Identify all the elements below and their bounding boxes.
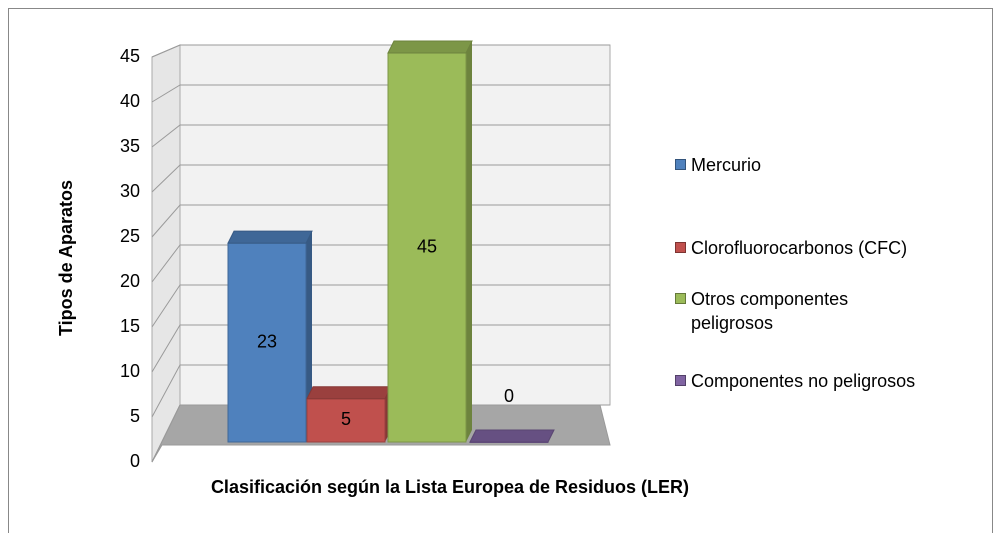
legend-label: Clorofluorocarbonos (CFC) — [691, 238, 908, 258]
y-tick-label: 0 — [130, 451, 140, 471]
y-tick-label: 35 — [120, 136, 140, 156]
legend-item: Clorofluorocarbonos (CFC) — [675, 236, 925, 260]
side-wall — [151, 44, 181, 463]
y-tick-label: 40 — [120, 91, 140, 111]
bar-side — [306, 231, 312, 442]
legend-item: Componentes no peligrosos — [675, 369, 925, 393]
y-tick-label: 15 — [120, 316, 140, 336]
bar-side — [466, 41, 472, 442]
legend-swatch — [675, 375, 686, 386]
legend-item: Otros componentes peligrosos — [675, 287, 925, 335]
bar-top — [387, 40, 473, 54]
y-tick-label: 45 — [120, 46, 140, 66]
y-axis-title: Tipos de Aparatos — [56, 180, 76, 336]
data-label: 0 — [504, 386, 514, 406]
bar — [469, 429, 555, 443]
y-tick-label: 10 — [120, 361, 140, 381]
bar-top — [469, 429, 555, 443]
data-label: 5 — [341, 409, 351, 429]
legend-swatch — [675, 242, 686, 253]
legend-swatch — [675, 159, 686, 170]
legend-item: Mercurio — [675, 153, 925, 177]
legend-label: Mercurio — [691, 155, 762, 175]
bar-top — [227, 230, 313, 244]
bar — [227, 230, 313, 443]
bar-front — [387, 52, 467, 443]
y-tick-label: 5 — [130, 406, 140, 426]
bar-front — [306, 398, 386, 443]
bars — [227, 40, 555, 443]
y-tick-label: 30 — [120, 181, 140, 201]
data-label: 23 — [257, 331, 277, 351]
y-tick-label: 20 — [120, 271, 140, 291]
bar-front — [227, 242, 307, 443]
bar — [387, 40, 473, 443]
bar-top — [306, 386, 392, 400]
chart-border — [8, 8, 993, 533]
data-label: 45 — [417, 236, 437, 256]
x-axis-title: Clasificación según la Lista Europea de … — [211, 477, 689, 497]
y-tick-label: 25 — [120, 226, 140, 246]
legend-label: Otros componentes peligrosos — [691, 289, 849, 333]
legend-label: Componentes no peligrosos — [691, 371, 916, 391]
legend-swatch — [675, 293, 686, 304]
